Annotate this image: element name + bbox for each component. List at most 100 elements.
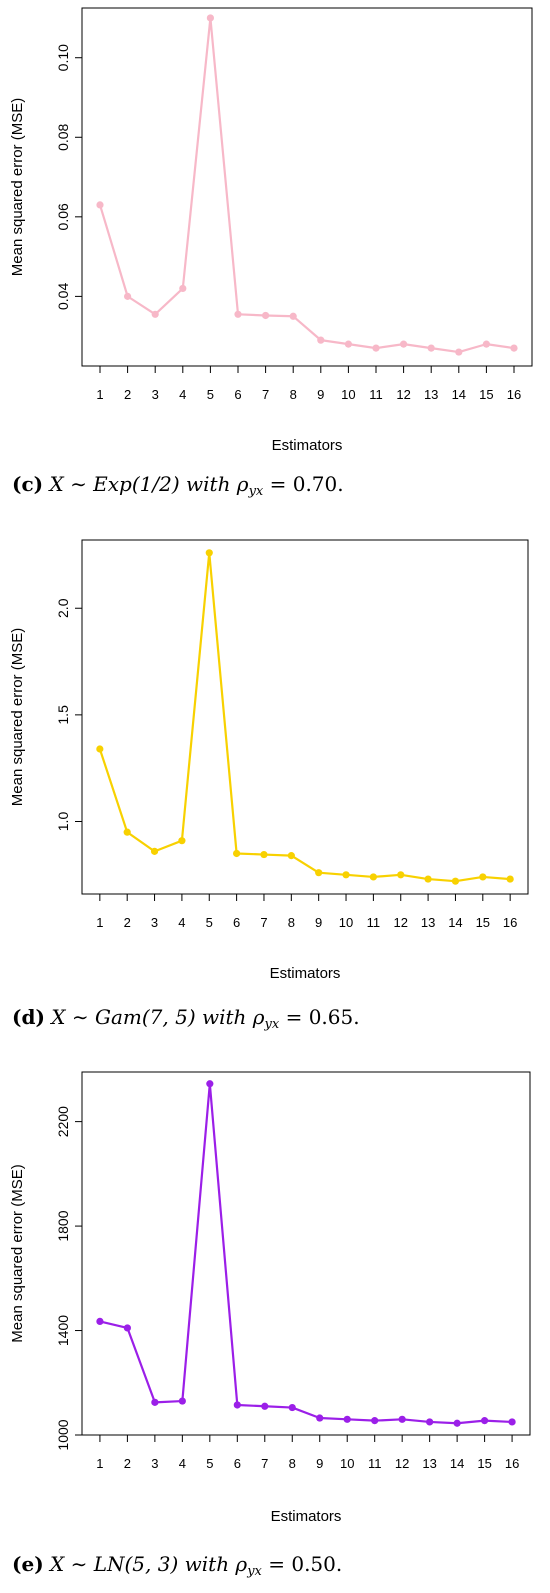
data-point [369, 873, 377, 881]
x-tick-label: 6 [233, 915, 240, 930]
y-tick-label: 1000 [55, 1419, 71, 1450]
y-tick-label: 1.0 [55, 812, 71, 832]
data-point [372, 344, 380, 352]
data-point [342, 871, 350, 879]
caption-tail: = 0.50. [261, 1552, 343, 1576]
x-tick-label: 15 [479, 387, 493, 402]
caption-subscript: yx [247, 1564, 262, 1579]
x-tick-label: 11 [369, 387, 383, 402]
data-point [234, 310, 242, 318]
data-point [315, 869, 323, 877]
plot-frame [81, 539, 529, 895]
data-point [178, 1397, 186, 1405]
series-line [99, 1082, 513, 1425]
x-tick-label: 11 [368, 1456, 382, 1471]
caption-c: (c) X ∼ Exp(1/2) with ρyx = 0.70. [12, 472, 344, 499]
x-tick-label: 6 [234, 1456, 241, 1471]
plot-frame [81, 1071, 531, 1436]
x-tick-label: 6 [234, 387, 241, 402]
caption-label: (c) [12, 472, 44, 496]
data-point [233, 1401, 241, 1409]
x-tick-label: 14 [452, 387, 466, 402]
data-point [205, 549, 213, 557]
x-tick-label: 4 [178, 915, 185, 930]
x-tick-label: 12 [396, 387, 410, 402]
caption-label: (e) [12, 1552, 44, 1576]
data-point [96, 1317, 104, 1325]
y-tick-label: 2.0 [55, 598, 71, 618]
data-point [479, 873, 487, 881]
data-point [451, 877, 460, 885]
caption-tail: = 0.65. [279, 1005, 360, 1029]
data-point [508, 1418, 516, 1426]
x-tick-label: 1 [96, 387, 103, 402]
data-point [233, 849, 241, 858]
x-tick-label: 16 [503, 915, 517, 930]
caption-d: (d) X ∼ Gam(7, 5) with ρyx = 0.65. [12, 1005, 360, 1032]
caption-e: (e) X ∼ LN(5, 3) with ρyx = 0.50. [12, 1552, 342, 1579]
chart-c: 1 2 3 4 5 6 7 8 9 10 11 12 13 14 15 160.040.060.080.10E… [9, 7, 533, 454]
x-tick-label: 9 [316, 1456, 323, 1471]
chart-e: 1 2 3 4 5 6 7 8 9 10 11 12 13 14 15 161000140018002200E… [9, 1071, 531, 1525]
y-tick-label: 0.06 [55, 203, 71, 230]
panel-e: 1 2 3 4 5 6 7 8 9 10 11 12 13 14 15 16 1000 1400 1800 2200 E… [0, 1060, 550, 1593]
y-tick-label: 1800 [55, 1210, 71, 1241]
data-point [262, 311, 270, 320]
y-tick-label: 0.08 [55, 123, 71, 150]
data-point [400, 340, 408, 348]
y-tick-label: 1400 [55, 1315, 71, 1346]
data-point [343, 1415, 351, 1423]
x-axis-label: Estimators [272, 437, 343, 454]
series-line [98, 16, 515, 354]
data-point [317, 336, 325, 344]
data-point [371, 1417, 379, 1425]
data-point [424, 875, 432, 883]
x-tick-label: 8 [290, 387, 297, 402]
data-point [398, 1415, 406, 1423]
y-axis-label: Mean squared error (MSE) [9, 628, 26, 806]
x-tick-label: 15 [477, 1456, 491, 1471]
data-point [178, 837, 186, 845]
data-point [123, 1324, 131, 1332]
y-tick-label: 1.5 [55, 705, 71, 725]
y-tick-label: 2200 [55, 1106, 71, 1137]
x-tick-label: 2 [124, 1456, 131, 1471]
data-point [151, 1398, 159, 1406]
x-tick-label: 5 [206, 915, 213, 930]
data-point [151, 310, 159, 318]
x-tick-label: 5 [207, 387, 214, 402]
data-point [206, 1080, 214, 1088]
data-point [206, 14, 214, 22]
data-point [455, 348, 463, 356]
x-tick-label: 4 [179, 387, 186, 402]
caption-label: (d) [12, 1005, 45, 1029]
data-point [288, 1403, 296, 1412]
x-tick-label: 9 [315, 915, 322, 930]
data-point [481, 1417, 489, 1425]
caption-text: X ∼ Gam(7, 5) with ρ [51, 1005, 265, 1029]
x-tick-label: 7 [260, 915, 267, 930]
data-point [261, 1402, 269, 1410]
caption-subscript: yx [264, 1017, 280, 1032]
data-point [482, 340, 490, 348]
y-tick-label: 0.04 [55, 283, 71, 310]
x-tick-label: 5 [206, 1456, 213, 1471]
data-point [426, 1418, 434, 1426]
data-point [510, 344, 518, 352]
x-tick-label: 7 [262, 387, 269, 402]
x-tick-label: 16 [507, 387, 521, 402]
x-tick-label: 3 [152, 387, 159, 402]
y-tick-label: 0.10 [55, 44, 71, 71]
x-axis-label: Estimators [271, 1508, 342, 1525]
x-tick-label: 13 [421, 915, 435, 930]
x-tick-label: 10 [341, 387, 355, 402]
data-point [287, 852, 295, 860]
x-tick-label: 10 [340, 1456, 354, 1471]
data-point [260, 850, 268, 859]
x-tick-label: 9 [317, 387, 324, 402]
data-point [124, 292, 132, 300]
y-axis-label: Mean squared error (MSE) [9, 98, 26, 276]
chart-d: 1 2 3 4 5 6 7 8 9 10 11 12 13 14 15 161.01.52.0Estimato… [9, 539, 529, 982]
caption-text: X ∼ Exp(1/2) with ρ [49, 472, 249, 496]
x-tick-label: 12 [394, 915, 408, 930]
